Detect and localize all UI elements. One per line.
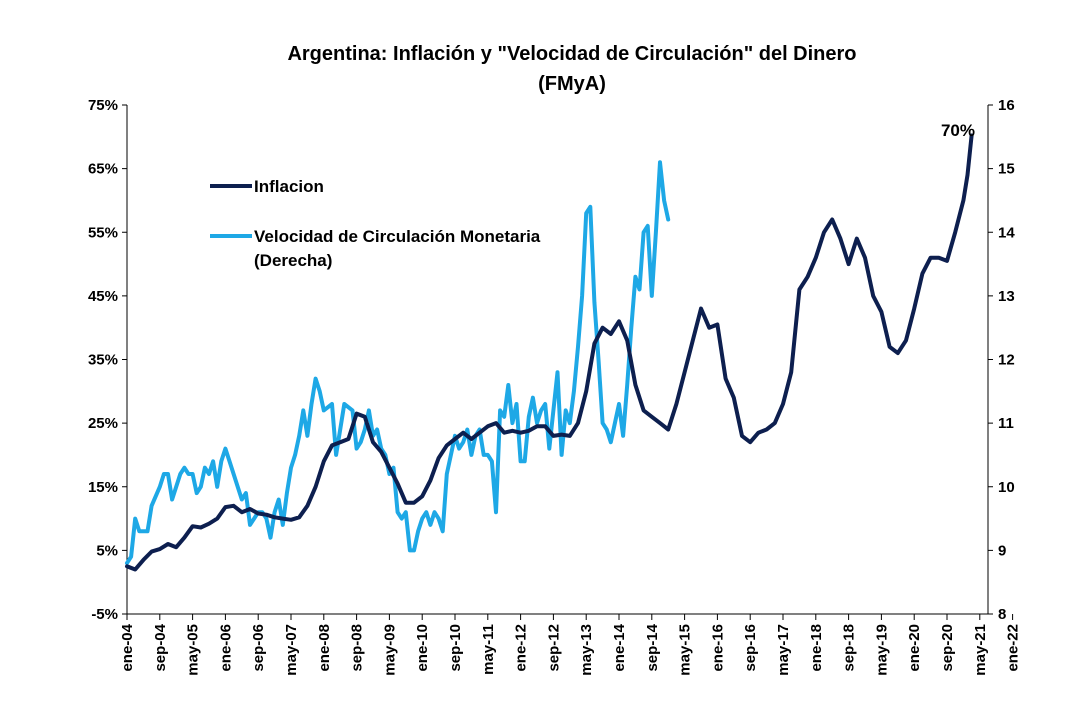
x-axis-tick-label: sep-14 [644,623,661,671]
x-axis-tick-label: may-13 [578,624,595,676]
legend-label-velocity: Velocidad de Circulación Monetaria [254,227,541,246]
legend-label-velocity-axis: (Derecha) [254,251,332,270]
series-layer [125,133,974,572]
x-axis-tick-label: may-15 [677,624,694,676]
x-axis-tick-label: ene-06 [217,624,234,672]
x-axis-tick-label: may-21 [972,624,989,676]
right-axis-tick-label: 9 [998,542,1006,559]
x-axis-tick-label: ene-10 [414,624,431,672]
chart-title: Argentina: Inflación y "Velocidad de Cir… [287,43,856,65]
x-axis-tick-label: may-17 [775,624,792,676]
left-axis-tick-label: -5% [91,606,118,623]
right-axis-tick-label: 16 [998,97,1015,114]
right-axis-tick-label: 15 [998,161,1015,178]
x-axis-tick-label: sep-18 [841,624,858,672]
right-axis-tick-label: 8 [998,606,1006,623]
left-axis-tick-label: 15% [88,479,118,496]
legend-label-inflation: Inflacion [254,177,324,196]
x-axis-tick-label: sep-06 [250,624,267,672]
left-axis-tick-label: 35% [88,352,118,369]
x-axis-tick-label: ene-12 [513,624,530,672]
left-axis-tick-label: 5% [96,542,118,559]
inflation-line [125,133,974,572]
x-axis-tick-label: ene-18 [808,624,825,672]
x-axis-tick-label: sep-20 [939,624,956,672]
x-axis-tick-label: sep-12 [545,624,562,672]
right-axis-tick-label: 12 [998,352,1015,369]
x-axis-tick-label: may-19 [873,624,890,676]
left-axis-tick-label: 25% [88,415,118,432]
left-axis-tick-label: 55% [88,224,118,241]
x-axis-tick-label: sep-10 [447,624,464,672]
x-axis-tick-label: sep-16 [742,624,759,672]
x-axis-tick-label: may-09 [381,624,398,676]
x-axis-tick-label: ene-04 [119,623,136,671]
x-axis-tick-label: ene-14 [611,623,628,671]
axes: 75% 65% 55% 45% 35% 25% 15% 5% -5% 16 15 14 13 12 11 10… [88,97,1022,676]
x-axis-tick-label: ene-20 [906,624,923,672]
x-axis-tick-label: sep-08 [349,624,366,672]
right-axis-tick-label: 14 [998,224,1015,241]
right-axis-tick-label: 10 [998,479,1015,496]
left-axis-tick-label: 45% [88,288,118,305]
right-axis-tick-label: 13 [998,288,1015,305]
legend: Inflacion Velocidad de Circulación Monet… [210,177,541,270]
x-axis-tick-label: ene-16 [709,624,726,672]
x-axis-tick-label: ene-22 [1005,624,1022,672]
left-axis-tick-label: 75% [88,97,118,114]
peak-annotation: 70% [941,121,975,140]
x-axis-tick-label: may-05 [185,624,202,676]
right-axis-tick-label: 11 [998,415,1014,432]
x-axis-tick-label: may-07 [283,624,300,676]
chart-subtitle: (FMyA) [538,73,606,95]
x-axis-tick-label: may-11 [480,624,497,675]
x-axis-tick-label: sep-04 [152,623,169,671]
velocity-line [125,160,671,566]
x-axis-tick-label: ene-08 [316,624,333,672]
left-axis-tick-label: 65% [88,161,118,178]
